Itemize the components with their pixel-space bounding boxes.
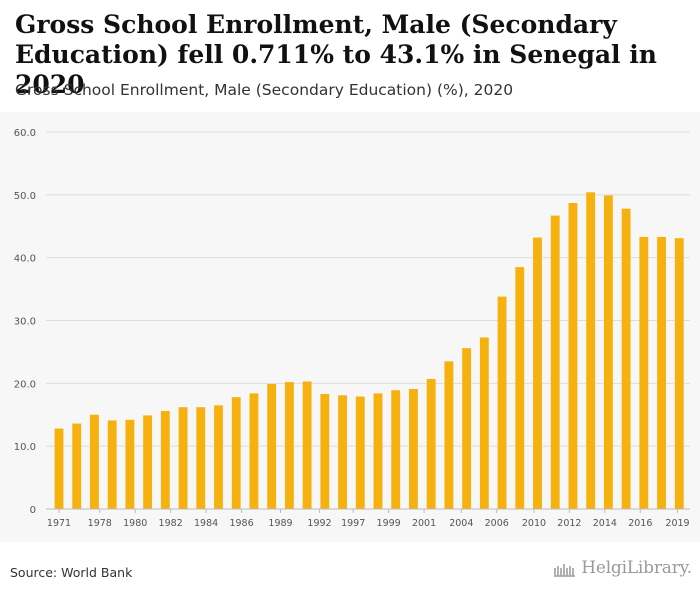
bar <box>373 393 383 509</box>
bar <box>515 267 525 509</box>
x-tick-label: 1980 <box>123 518 147 529</box>
bar <box>409 388 418 509</box>
bar-chart: 0 10.0 20.0 30.0 40.0 50.0 60.0 1971 1978 1980 198… <box>14 128 690 529</box>
bar <box>462 348 472 509</box>
y-tick-label: 0 <box>30 505 36 516</box>
bar <box>284 382 294 509</box>
bar <box>674 238 684 509</box>
bar <box>302 381 312 509</box>
bar <box>639 236 649 509</box>
bar <box>231 397 241 509</box>
x-tick-label: 1986 <box>229 518 253 529</box>
x-tick-label: 2016 <box>628 518 652 529</box>
bar <box>533 237 542 509</box>
y-tick-label: 50.0 <box>14 191 36 202</box>
x-tick-label: 2001 <box>412 518 436 529</box>
bar <box>125 419 135 509</box>
x-tick-label: 1997 <box>341 518 365 529</box>
x-tick-label: 2019 <box>665 518 689 529</box>
bar <box>391 390 401 509</box>
bar <box>320 394 330 509</box>
y-tick-label: 30.0 <box>14 317 36 328</box>
bar <box>107 420 117 509</box>
x-tick-label: 1971 <box>47 518 71 529</box>
bar <box>497 296 507 509</box>
footer: Source: World Bank HelgiLibrary. <box>0 542 700 596</box>
bar <box>90 414 99 509</box>
bar <box>355 396 365 509</box>
y-tick-label: 10.0 <box>14 442 36 453</box>
x-tick-label: 2006 <box>485 518 509 529</box>
bar <box>143 415 153 509</box>
page-title: Gross School Enrollment, Male (Secondary… <box>15 10 657 99</box>
library-icon <box>554 564 576 577</box>
x-tick-label: 2012 <box>557 518 581 529</box>
bar <box>249 393 259 509</box>
chart-area: 0 10.0 20.0 30.0 40.0 50.0 60.0 1971 1978 1980 198… <box>0 112 700 542</box>
bar <box>657 236 666 509</box>
bar <box>338 395 347 509</box>
bar <box>214 405 223 509</box>
bar <box>426 378 436 509</box>
header: Gross School Enrollment, Male (Secondary… <box>0 0 700 112</box>
x-tick-label: 1999 <box>377 518 401 529</box>
bar <box>160 410 170 509</box>
x-tick-label: 2010 <box>522 518 546 529</box>
brand-name: HelgiLibrary. <box>581 558 692 578</box>
bar <box>444 361 454 509</box>
brand-logo: HelgiLibrary. <box>553 558 692 578</box>
y-tick-label: 60.0 <box>14 128 36 139</box>
source-label: Source: World Bank <box>10 565 133 580</box>
x-tick-label: 2004 <box>449 518 473 529</box>
bar <box>178 407 188 509</box>
x-tick-label: 2014 <box>593 518 617 529</box>
x-tick-label: 1984 <box>194 518 218 529</box>
bar <box>568 203 578 510</box>
x-tick-label: 1992 <box>307 518 331 529</box>
x-tick-label: 1989 <box>268 518 292 529</box>
x-tick-label: 1978 <box>88 518 112 529</box>
bar <box>550 215 560 509</box>
y-tick-label: 20.0 <box>14 379 36 390</box>
bar <box>479 337 489 509</box>
bar <box>54 428 64 509</box>
chart-subtitle: Gross School Enrollment, Male (Secondary… <box>15 81 514 99</box>
x-tick-label: 1982 <box>159 518 183 529</box>
bar <box>586 192 596 509</box>
bar <box>267 383 277 509</box>
bar <box>72 423 82 509</box>
bar <box>621 208 631 509</box>
bar <box>196 407 206 509</box>
y-tick-label: 40.0 <box>14 254 36 265</box>
bar <box>603 195 613 509</box>
